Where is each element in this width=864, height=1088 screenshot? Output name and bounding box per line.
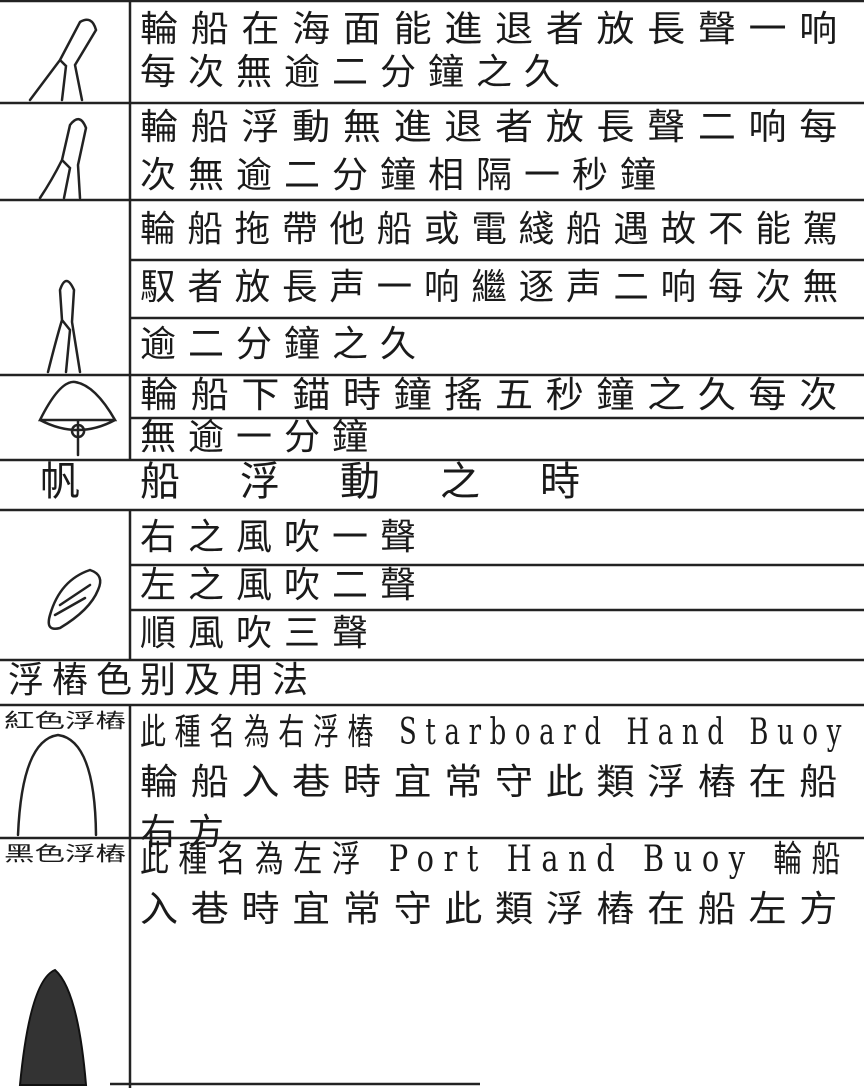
horn-icon: [28, 18, 98, 102]
text-line: 輪船拖帶他船或電綫船遇故不能駕: [140, 209, 850, 250]
text-line: 馭者放長声一响繼逐声二响每次無: [140, 267, 850, 308]
text-line: 左之風吹二聲: [140, 565, 428, 606]
text-line: 次無逾二分鐘相隔一秒鐘: [140, 155, 668, 196]
buoy-icon: [18, 968, 88, 1086]
text-line: 此種名為左浮 Port Hand Buoy 輪船: [140, 839, 850, 880]
text-line: 輪船在海面能進退者放長聲一响: [140, 9, 850, 50]
text-line: 輪船浮動無進退者放長聲二响每: [140, 107, 850, 148]
horn-icon: [38, 118, 88, 200]
text-line: 順風吹三聲: [140, 613, 380, 654]
row-label: 紅色浮樁: [4, 709, 126, 733]
text-line: 每次無逾二分鐘之久: [140, 52, 572, 93]
text-line: 此種名為右浮樁 Starboard Hand Buoy: [140, 712, 850, 753]
icons: [16, 18, 118, 1086]
text-line: 輪船下錨時鐘搖五秒鐘之久每次: [140, 375, 850, 416]
bell-icon: [37, 380, 118, 457]
buoy-icon: [16, 733, 98, 837]
shell-icon: [47, 568, 102, 630]
text-line: 逾二分鐘之久: [140, 324, 428, 365]
horn-icon: [46, 279, 82, 374]
text-line: 右方: [140, 812, 236, 853]
section-heading: 帆船浮動之時: [40, 459, 580, 505]
row-label: 黑色浮樁: [4, 842, 126, 866]
text-line: 輪船入巷時宜常守此類浮樁在船: [140, 762, 850, 803]
section-heading: 浮樁色别及用法: [8, 660, 308, 701]
text-line: 無逾一分鐘: [140, 417, 380, 458]
text-line: 右之風吹一聲: [140, 517, 428, 558]
text-line: 入巷時宜常守此類浮樁在船左方: [140, 889, 850, 930]
